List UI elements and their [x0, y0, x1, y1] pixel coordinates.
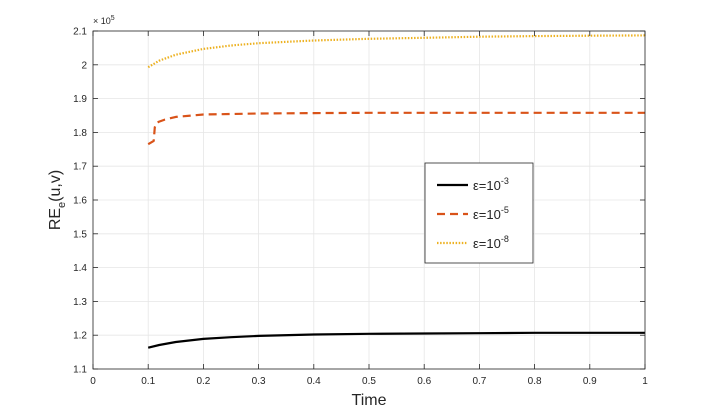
x-tick-label: 1 [642, 376, 648, 387]
y-tick-label: 1.7 [73, 162, 87, 173]
y-tick-label: 1.5 [73, 229, 87, 240]
x-tick-label: 0.6 [417, 376, 431, 387]
y-tick-label: 2 [81, 60, 87, 71]
x-tick-label: 0.4 [307, 376, 321, 387]
x-tick-label: 0.8 [528, 376, 542, 387]
legend-label-1: ε=10-3 [473, 176, 509, 193]
x-tick-label: 0.3 [252, 376, 266, 387]
y-tick-label: 1.2 [73, 331, 87, 342]
series-line-1 [147, 331, 645, 349]
y-tick-label: 1.3 [73, 297, 87, 308]
legend-entries: ε=10-3 ε=10-5 ε=10-8 [437, 176, 509, 251]
y-axis-ticks: 1.1 1.2 1.3 1.4 1.5 1.6 1.7 1.8 1.9 2 2.1 [73, 27, 645, 376]
x-tick-label: 0.7 [472, 376, 486, 387]
x-axis-label: Time [352, 392, 387, 409]
legend: ε=10-3 ε=10-5 ε=10-8 [424, 162, 534, 264]
y-tick-label: 1.1 [73, 365, 87, 376]
y-axis-label: REe(u,v) [47, 170, 68, 230]
x-tick-label: 0.9 [583, 376, 597, 387]
y-tick-label: 1.6 [73, 196, 87, 207]
y-tick-label: 1.9 [73, 94, 87, 105]
x-axis-ticks: 0 0.1 0.2 0.3 0.4 0.5 0.6 0.7 0.8 0.9 1 [90, 31, 648, 387]
series-lines [147, 34, 646, 349]
y-tick-label: 2.1 [73, 27, 87, 38]
x-tick-label: 0 [90, 376, 96, 387]
y-tick-label: 1.4 [73, 263, 87, 274]
y-tick-label: 1.8 [73, 128, 87, 139]
y-multiplier: × 105 [93, 15, 115, 26]
x-tick-label: 0.2 [196, 376, 210, 387]
legend-label-3: ε=10-8 [473, 234, 509, 251]
x-tick-label: 0.1 [141, 376, 155, 387]
x-tick-label: 0.5 [362, 376, 376, 387]
legend-label-2: ε=10-5 [473, 205, 509, 222]
